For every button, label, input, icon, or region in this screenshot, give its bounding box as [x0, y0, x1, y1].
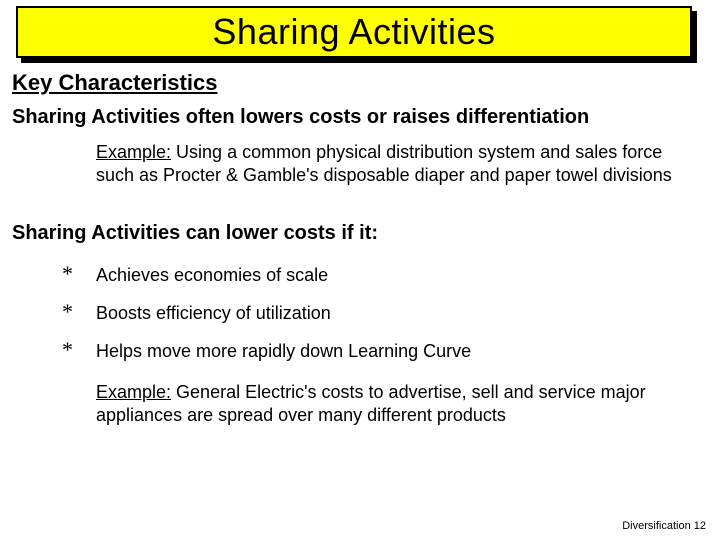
bullet-marker-icon: *: [62, 261, 96, 287]
subheading-1: Sharing Activities often lowers costs or…: [12, 106, 708, 129]
example-label-1: Example:: [96, 142, 171, 162]
section-heading: Key Characteristics: [12, 70, 708, 96]
example-block-1: Example: Using a common physical distrib…: [96, 141, 696, 186]
bullet-text: Helps move more rapidly down Learning Cu…: [96, 341, 471, 362]
bullet-row: * Boosts efficiency of utilization: [62, 299, 708, 325]
example-text-2: General Electric's costs to advertise, s…: [96, 382, 646, 425]
bullet-row: * Helps move more rapidly down Learning …: [62, 337, 708, 363]
bullet-text: Achieves economies of scale: [96, 265, 328, 286]
bullet-marker-icon: *: [62, 337, 96, 363]
bullet-marker-icon: *: [62, 299, 96, 325]
example-label-2: Example:: [96, 382, 171, 402]
slide-footer: Diversification 12: [622, 520, 706, 532]
example-text-1: Using a common physical distribution sys…: [96, 142, 672, 185]
bullet-row: * Achieves economies of scale: [62, 261, 708, 287]
slide-title: Sharing Activities: [212, 11, 495, 53]
example-block-2: Example: General Electric's costs to adv…: [96, 381, 696, 426]
title-box: Sharing Activities: [16, 6, 692, 58]
subheading-2: Sharing Activities can lower costs if it…: [12, 222, 708, 245]
bullet-text: Boosts efficiency of utilization: [96, 303, 331, 324]
slide-content: Key Characteristics Sharing Activities o…: [12, 70, 708, 426]
